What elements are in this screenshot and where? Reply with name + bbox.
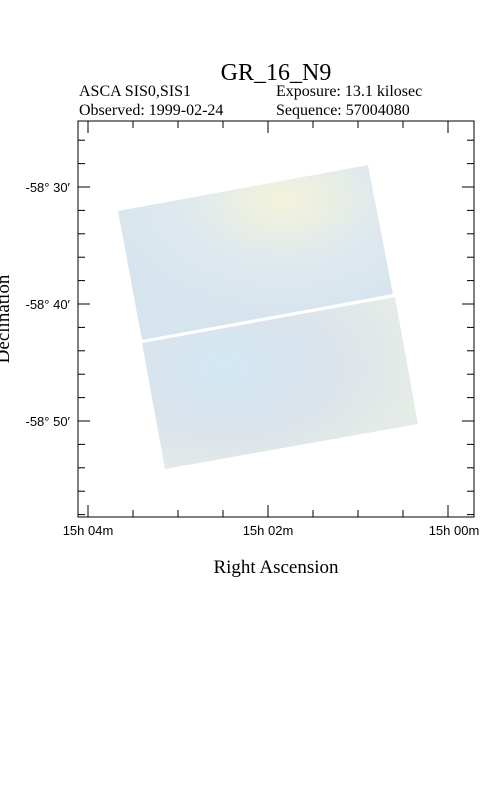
frame bbox=[77, 120, 475, 518]
x-tick-label: 15h 04m bbox=[63, 523, 114, 538]
y-axis-label: Declination bbox=[0, 274, 14, 363]
image-lower bbox=[142, 297, 418, 469]
x-tick-label: 15h 00m bbox=[429, 523, 480, 538]
exposure: Exposure: 13.1 kilosec bbox=[276, 83, 422, 100]
y-tick-label: -58° 40′ bbox=[26, 297, 71, 312]
observed: Observed: 1999-02-24 bbox=[79, 102, 223, 119]
x-axis-label: Right Ascension bbox=[213, 557, 339, 578]
y-tick-label: -58° 30′ bbox=[26, 180, 71, 195]
ticks bbox=[78, 121, 474, 517]
instrument: ASCA SIS0,SIS1 bbox=[79, 83, 191, 100]
x-tick-label: 15h 02m bbox=[243, 523, 294, 538]
sequence: Sequence: 57004080 bbox=[276, 102, 410, 119]
title: GR_16_N9 bbox=[221, 60, 332, 86]
y-tick-label: -58° 50′ bbox=[26, 414, 71, 429]
image-upper bbox=[118, 165, 393, 340]
